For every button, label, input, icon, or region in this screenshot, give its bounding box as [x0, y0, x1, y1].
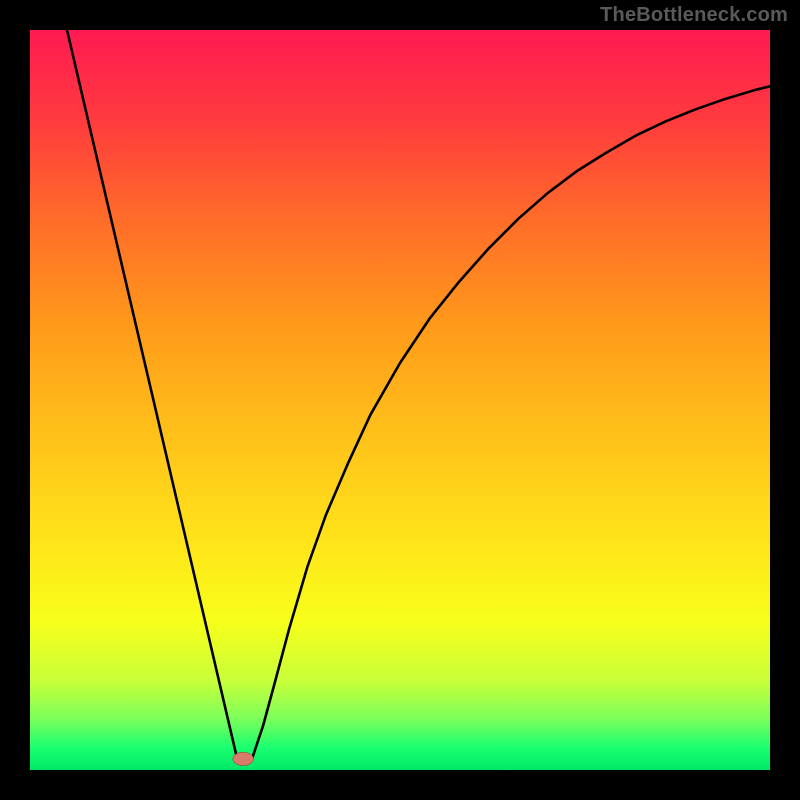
bottleneck-curve-chart — [30, 30, 770, 770]
minimum-marker — [233, 752, 254, 765]
chart-container: TheBottleneck.com — [0, 0, 800, 800]
gradient-background — [30, 30, 770, 770]
watermark-text: TheBottleneck.com — [600, 4, 788, 27]
plot-area — [30, 30, 770, 770]
